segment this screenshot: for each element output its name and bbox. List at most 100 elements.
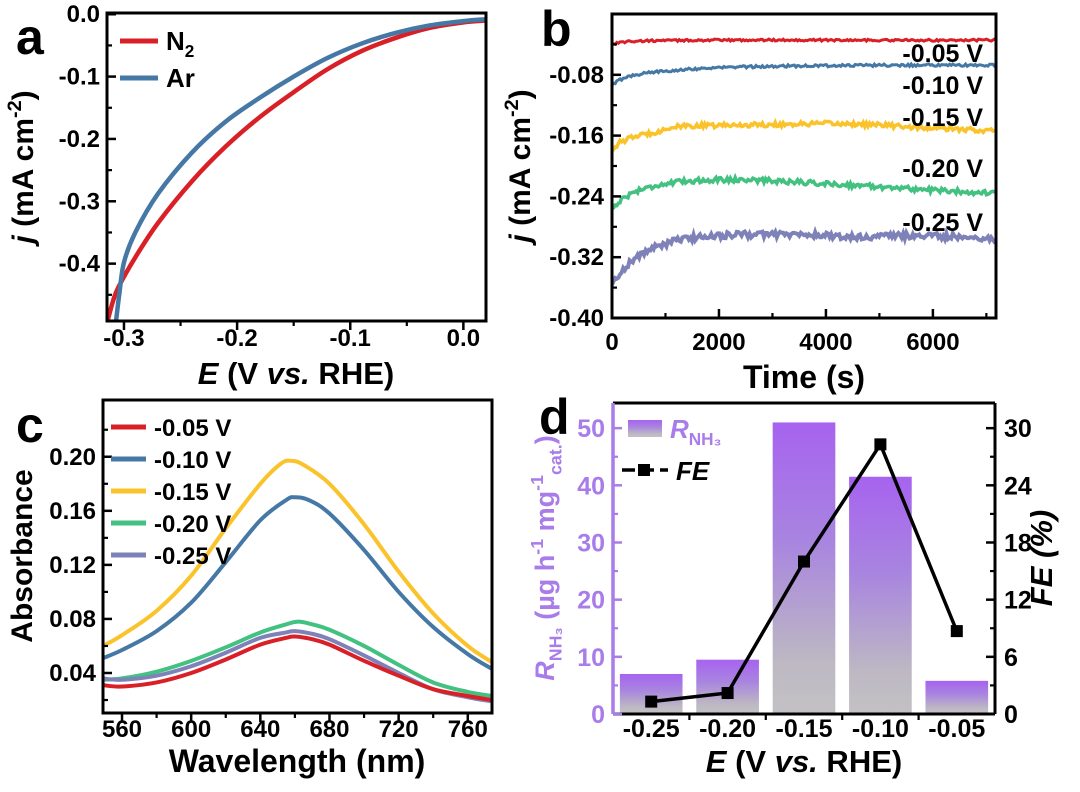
legend-label: -0.10 V bbox=[154, 447, 231, 474]
series--0.15 V bbox=[612, 117, 996, 152]
x-tick-label: 640 bbox=[240, 716, 280, 743]
x-tick-label: -0.2 bbox=[216, 325, 257, 352]
y-tick-label: 0.12 bbox=[49, 552, 96, 579]
left-tick-label: 50 bbox=[577, 415, 605, 443]
series-group bbox=[103, 458, 492, 704]
series-group bbox=[612, 37, 996, 286]
right-tick-label: 30 bbox=[1004, 415, 1032, 443]
axes: 560 600 640 680 720 760 0.20 0.16 0.12 0.08 0.04 bbox=[49, 428, 488, 743]
y-tick-label: -0.32 bbox=[549, 244, 604, 271]
panel-letter-b: b bbox=[541, 1, 572, 57]
x-axis-label: E (V vs. RHE) bbox=[706, 744, 902, 779]
series-Ar bbox=[113, 16, 486, 321]
series-N2 bbox=[107, 18, 486, 321]
left-tick-label: 30 bbox=[577, 529, 605, 557]
legend-fe-label: FE bbox=[676, 456, 710, 486]
x-tick-label: 680 bbox=[309, 716, 349, 743]
x-tick-label: 720 bbox=[379, 716, 419, 743]
x-axis-label: Wavelength (nm) bbox=[169, 743, 426, 779]
x-category-label: -0.15 bbox=[776, 715, 833, 743]
x-axis-label: E (V vs. RHE) bbox=[198, 356, 394, 391]
left-y-axis-label: RNH₃ (µg h-1 mg-1cat.) bbox=[527, 435, 565, 680]
right-y-axis-label: FE (%) bbox=[1024, 510, 1059, 606]
fe-marker bbox=[950, 625, 963, 638]
series--0.10 V bbox=[103, 495, 492, 671]
y-axis-label: j (mA cm-2) bbox=[501, 89, 537, 246]
y-tick-label: -0.2 bbox=[59, 126, 100, 153]
legend-fe-marker bbox=[638, 464, 650, 476]
axes: -0.3 -0.2 -0.1 0.0 0.0 -0.1 -0.2 -0.3 -0.4 bbox=[59, 1, 480, 352]
x-tick-label: 0.0 bbox=[447, 325, 480, 352]
bar--0.25 bbox=[619, 673, 683, 714]
right-tick-label: 0 bbox=[1004, 701, 1018, 729]
right-tick-label: 12 bbox=[1004, 587, 1032, 615]
plot-border bbox=[101, 398, 494, 715]
legend-rate-label: RNH₃ bbox=[670, 414, 722, 449]
y-tick-label: 0.0 bbox=[67, 1, 100, 28]
x-tick-label: 4000 bbox=[799, 329, 852, 356]
panel-c: 560 600 640 680 720 760 0.20 0.16 0.12 0.08 0.04 Wa… bbox=[6, 398, 494, 779]
y-tick-label: -0.08 bbox=[549, 62, 604, 89]
curve-label: -0.25 V bbox=[902, 209, 983, 237]
plot-border bbox=[105, 11, 488, 323]
y-tick-label: 0.08 bbox=[49, 606, 96, 633]
left-tick-label: 20 bbox=[577, 587, 605, 615]
legend-label: -0.05 V bbox=[154, 415, 231, 442]
curve-label: -0.15 V bbox=[902, 104, 983, 132]
fe-marker bbox=[874, 438, 887, 451]
x-tick-label: 600 bbox=[171, 716, 211, 743]
curve-label: -0.10 V bbox=[902, 72, 983, 100]
y-tick-label: 0.16 bbox=[49, 498, 96, 525]
right-tick-label: 24 bbox=[1004, 472, 1032, 500]
x-tick-label: 2000 bbox=[692, 329, 745, 356]
bar--0.20 bbox=[696, 659, 759, 714]
right-tick-label: 18 bbox=[1004, 529, 1032, 557]
x-axis-label: Time (s) bbox=[743, 359, 865, 395]
series--0.05 V bbox=[103, 634, 492, 703]
x-tick-label: 6000 bbox=[906, 329, 959, 356]
series--0.25 V bbox=[612, 225, 996, 286]
y-tick-label: -0.16 bbox=[549, 123, 604, 150]
y-tick-label: -0.40 bbox=[549, 305, 604, 332]
y-tick-label: 0.04 bbox=[49, 660, 96, 687]
fe-marker bbox=[798, 555, 810, 568]
series-group bbox=[107, 16, 486, 321]
bar--0.05 bbox=[925, 680, 989, 714]
x-category-label: -0.10 bbox=[852, 715, 909, 743]
fe-marker bbox=[645, 695, 658, 708]
right-tick-label: 6 bbox=[1004, 644, 1018, 672]
y-tick-label: -0.1 bbox=[59, 64, 100, 91]
panel-letter-a: a bbox=[16, 9, 44, 65]
legend-label: -0.15 V bbox=[154, 479, 231, 506]
bar--0.10 bbox=[849, 476, 912, 714]
legend-label: -0.20 V bbox=[154, 511, 231, 538]
y-axis-label: Absorbance bbox=[6, 469, 39, 642]
series--0.15 V bbox=[103, 458, 492, 665]
x-tick-label: 560 bbox=[102, 716, 142, 743]
curve-label: -0.05 V bbox=[902, 40, 983, 68]
left-tick-label: 0 bbox=[591, 701, 605, 729]
panel-d: 0 10 20 30 40 50 0 6 12 18 24 30 -0.25 -0.20 -0.15 -0.1… bbox=[527, 401, 1059, 779]
series--0.05 V bbox=[612, 37, 996, 47]
curve-label: -0.20 V bbox=[902, 155, 983, 183]
x-tick-label: 760 bbox=[448, 716, 488, 743]
bar--0.15 bbox=[772, 422, 836, 714]
left-tick-label: 10 bbox=[577, 644, 605, 672]
x-category-label: -0.20 bbox=[699, 715, 756, 743]
left-tick-label: 40 bbox=[577, 472, 605, 500]
legend-label: -0.25 V bbox=[154, 543, 231, 570]
fe-marker bbox=[721, 687, 734, 700]
panel-b: 0 2000 4000 6000 -0.08 -0.16 -0.24 -0.32 -0.40 Ti… bbox=[501, 12, 998, 395]
series--0.10 V bbox=[612, 61, 996, 87]
panel-letter-d: d bbox=[539, 389, 570, 445]
y-tick-label: -0.24 bbox=[549, 183, 604, 210]
panel-a: -0.3 -0.2 -0.1 0.0 0.0 -0.1 -0.2 -0.3 -0.4 E (V v… bbox=[4, 1, 488, 391]
series--0.20 V bbox=[612, 172, 996, 211]
legend-label: N2 bbox=[166, 26, 194, 61]
panel-letter-c: c bbox=[16, 397, 44, 453]
legend: RNH₃ FE bbox=[622, 414, 722, 486]
y-axis-label: j (mA cm-2) bbox=[4, 90, 40, 247]
